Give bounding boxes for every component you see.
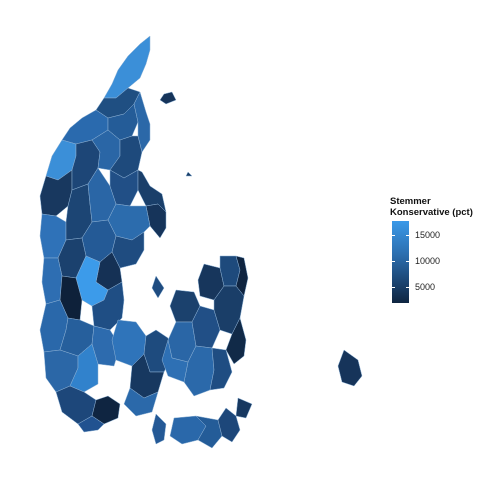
legend-colorbar — [392, 221, 409, 303]
municipality-south-3 — [69, 343, 99, 393]
municipality-falster — [217, 407, 241, 443]
legend-tick-label: 10000 — [415, 256, 441, 266]
municipality-langeland — [151, 413, 167, 445]
municipality-samso — [151, 275, 165, 299]
color-legend: Stemmer Konservative (pct) 15000 10000 5… — [390, 196, 500, 303]
municipality-laeso — [159, 91, 177, 105]
legend-tick-label: 15000 — [415, 230, 441, 240]
municipality-anholt — [185, 171, 193, 177]
legend-tick-label: 5000 — [415, 282, 436, 292]
municipality-mon — [235, 397, 253, 419]
municipality-zealand-sw — [161, 339, 189, 383]
municipality-bornholm — [337, 349, 363, 387]
municipality-zealand-south-2 — [209, 347, 233, 391]
municipality-funen-south — [123, 387, 159, 417]
legend-body: 15000 10000 5000 — [390, 221, 500, 303]
municipality-northeast-2 — [133, 91, 151, 153]
municipality-south-border — [77, 415, 105, 433]
legend-title-line1: Stemmer — [390, 196, 431, 207]
legend-title-line2: Konservative (pct) — [390, 207, 473, 218]
municipality-west-coast-2 — [41, 257, 63, 305]
